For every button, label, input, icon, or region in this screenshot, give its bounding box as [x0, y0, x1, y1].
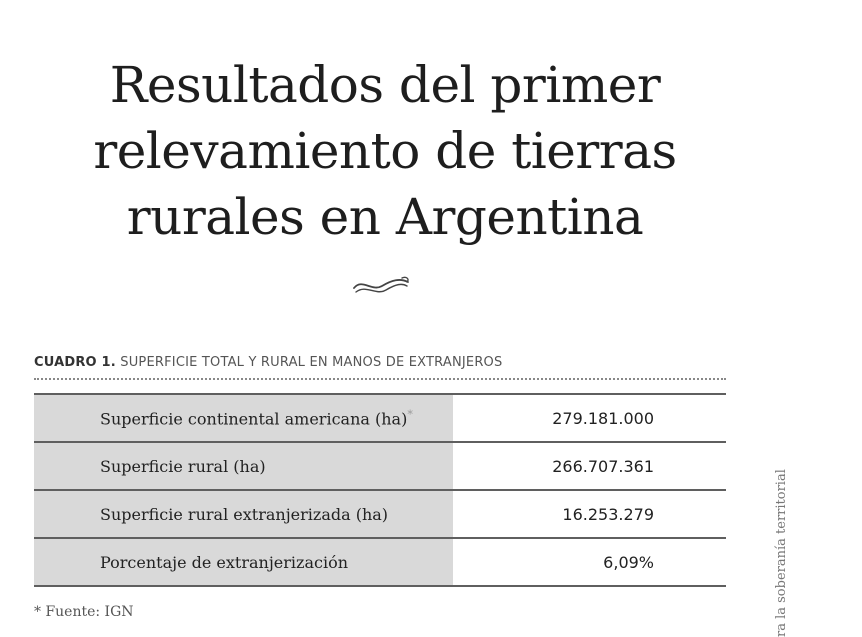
row-label: Porcentaje de extranjerización — [100, 552, 349, 572]
title-line-1: Resultados del primer — [109, 56, 661, 114]
table-row: Superficie continental americana (ha)* 2… — [34, 393, 726, 443]
row-label-cell: Superficie continental americana (ha)* — [34, 393, 454, 443]
running-side-header: ra la soberanía territorial — [770, 462, 794, 637]
row-label: Superficie rural extranjerizada (ha) — [100, 504, 389, 524]
row-value: 279.181.000 — [452, 393, 726, 443]
table-caption-text: SUPERFICIE TOTAL Y RURAL EN MANOS DE EXT… — [115, 355, 503, 370]
table-row: Porcentaje de extranjerización 6,09% — [34, 538, 726, 587]
running-side-header-text: ra la soberanía territorial — [774, 469, 789, 637]
row-label: Superficie rural (ha) — [100, 456, 266, 476]
title-line-3: rurales en Argentina — [126, 188, 644, 246]
table-row: Superficie rural extranjerizada (ha) 16.… — [34, 490, 726, 539]
row-value: 6,09% — [452, 538, 726, 587]
row-value: 266.707.361 — [452, 442, 726, 491]
footnote-marker: * — [407, 407, 413, 421]
table-footnote: * Fuente: IGN — [34, 604, 134, 620]
title-line-2: relevamiento de tierras — [93, 122, 677, 180]
table-caption: CUADRO 1. SUPERFICIE TOTAL Y RURAL EN MA… — [34, 355, 502, 370]
data-table: Superficie continental americana (ha)* 2… — [34, 393, 726, 587]
row-label-cell: Porcentaje de extranjerización — [34, 538, 454, 587]
swash-ornament-icon — [353, 276, 409, 293]
row-value: 16.253.279 — [452, 490, 726, 539]
caption-divider — [34, 378, 726, 380]
page-title: Resultados del primer relevamiento de ti… — [40, 52, 730, 250]
row-label-cell: Superficie rural (ha) — [34, 442, 454, 491]
row-label-cell: Superficie rural extranjerizada (ha) — [34, 490, 454, 539]
table-caption-number: CUADRO 1. — [34, 355, 116, 370]
row-label: Superficie continental americana (ha) — [100, 409, 408, 429]
table-row: Superficie rural (ha) 266.707.361 — [34, 442, 726, 491]
